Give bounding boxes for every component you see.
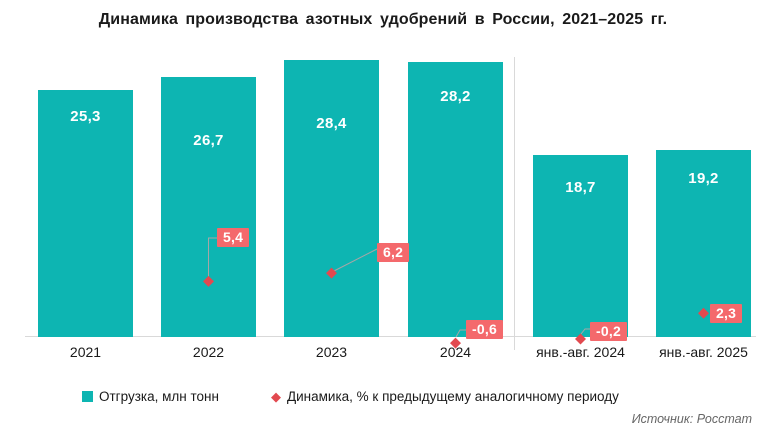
x-axis-label: янв.-авг. 2024 (536, 344, 625, 360)
bar-2022: 26,7 (161, 77, 256, 337)
bar-2024: 28,2 (408, 62, 503, 337)
bar-2023: 28,4 (284, 60, 379, 337)
bar-value-label: 28,2 (440, 88, 471, 105)
diamond-swatch-icon: ◆ (271, 388, 281, 404)
x-axis-label: 2023 (315, 344, 348, 360)
x-axis-label: янв.-авг. 2025 (659, 344, 748, 360)
dynamics-value-label: 6,2 (377, 243, 410, 262)
x-axis-label: 2022 (192, 344, 225, 360)
bar-value-label: 18,7 (565, 179, 596, 196)
x-axis-line (25, 336, 756, 337)
chart-title: Динамика производства азотных удобрений … (98, 11, 668, 28)
legend-item-dynamics: ◆ Динамика, % к предыдущему аналогичному… (271, 387, 619, 405)
dynamics-value-label: -0,6 (466, 320, 503, 339)
bar-value-label: 25,3 (70, 108, 101, 125)
x-axis-label: 2024 (439, 344, 472, 360)
bar-янв-авг-2024: 18,7 (533, 155, 628, 337)
bar-value-label: 19,2 (688, 170, 719, 187)
bar-swatch-icon (82, 390, 93, 402)
dynamics-value-label: 2,3 (710, 304, 743, 323)
legend-item-shipment: Отгрузка, млн тонн (82, 387, 219, 405)
dynamics-value-label: -0,2 (590, 322, 627, 341)
legend-dynamics-label: Динамика, % к предыдущему аналогичному п… (287, 388, 619, 404)
source-note: Источник: Росстат (631, 412, 752, 426)
bar-2021: 25,3 (38, 90, 133, 337)
dynamics-value-label: 5,4 (217, 228, 250, 247)
x-axis-label: 2021 (69, 344, 102, 360)
legend-shipment-label: Отгрузка, млн тонн (99, 388, 219, 404)
bar-value-label: 26,7 (193, 132, 224, 149)
legend: Отгрузка, млн тонн ◆ Динамика, % к преды… (0, 387, 766, 405)
period-divider-line (514, 57, 515, 350)
bar-value-label: 28,4 (316, 115, 347, 132)
